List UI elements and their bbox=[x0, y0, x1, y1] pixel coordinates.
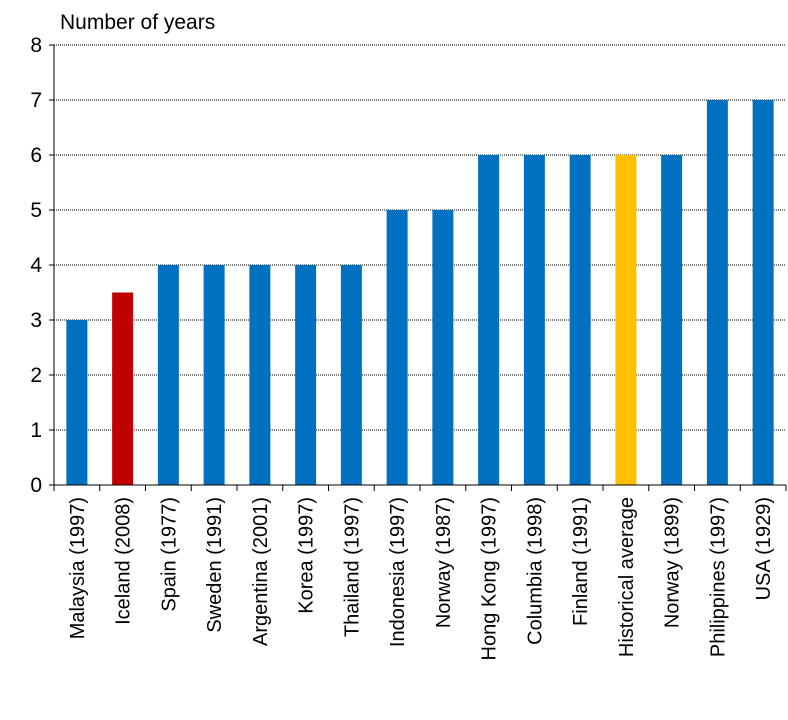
x-tick-label: Spain (1977) bbox=[158, 497, 180, 612]
y-tick-label: 7 bbox=[30, 89, 42, 112]
bar bbox=[386, 210, 408, 485]
bar bbox=[295, 265, 317, 485]
y-tick-label: 0 bbox=[30, 474, 42, 497]
bar bbox=[523, 155, 545, 485]
x-tick-label: Hong Kong (1997) bbox=[479, 497, 501, 660]
x-tick-label: Columbia (1998) bbox=[524, 497, 546, 645]
x-tick-label: Philippines (1997) bbox=[707, 497, 729, 657]
x-tick-label: Norway (1899) bbox=[662, 497, 684, 628]
bar bbox=[203, 265, 225, 485]
y-tick-label: 2 bbox=[30, 364, 42, 387]
y-tick-label: 5 bbox=[30, 199, 42, 222]
bar bbox=[478, 155, 500, 485]
bar bbox=[706, 100, 728, 485]
y-tick-label: 1 bbox=[30, 419, 42, 442]
x-tick-label: Historical average bbox=[616, 497, 638, 657]
bar bbox=[112, 292, 134, 485]
bar bbox=[661, 155, 683, 485]
x-tick-label: Norway (1987) bbox=[433, 497, 455, 628]
bar bbox=[66, 320, 88, 485]
x-tick-label: Finland (1991) bbox=[570, 497, 592, 626]
bar bbox=[340, 265, 362, 485]
bars bbox=[66, 100, 774, 485]
bar bbox=[615, 155, 637, 485]
x-tick-label: Indonesia (1997) bbox=[387, 497, 409, 647]
x-tick-labels: Malaysia (1997) Iceland (2008) Spain (1977… bbox=[67, 497, 775, 660]
x-tick-label: Sweden (1991) bbox=[204, 497, 226, 633]
y-tick-label: 6 bbox=[30, 144, 42, 167]
x-tick-label: Argentina (2001) bbox=[250, 497, 272, 646]
bar bbox=[432, 210, 454, 485]
y-tick-label: 3 bbox=[30, 309, 42, 332]
bar bbox=[569, 155, 591, 485]
y-axis-title: Number of years bbox=[60, 11, 215, 34]
x-tick-label: Korea (1997) bbox=[296, 497, 318, 614]
x-tick-label: Malaysia (1997) bbox=[67, 497, 89, 639]
y-tick-label: 4 bbox=[30, 254, 42, 277]
x-tick-label: USA (1929) bbox=[753, 497, 775, 600]
y-tick-label: 8 bbox=[30, 34, 42, 57]
x-tick-label: Iceland (2008) bbox=[113, 497, 135, 625]
x-tick-label: Thailand (1997) bbox=[341, 497, 363, 637]
y-tick-labels: 0 1 2 3 4 5 6 7 8 bbox=[30, 34, 42, 497]
axes bbox=[49, 44, 787, 491]
bar bbox=[752, 100, 774, 485]
bar bbox=[157, 265, 179, 485]
bar bbox=[249, 265, 271, 485]
